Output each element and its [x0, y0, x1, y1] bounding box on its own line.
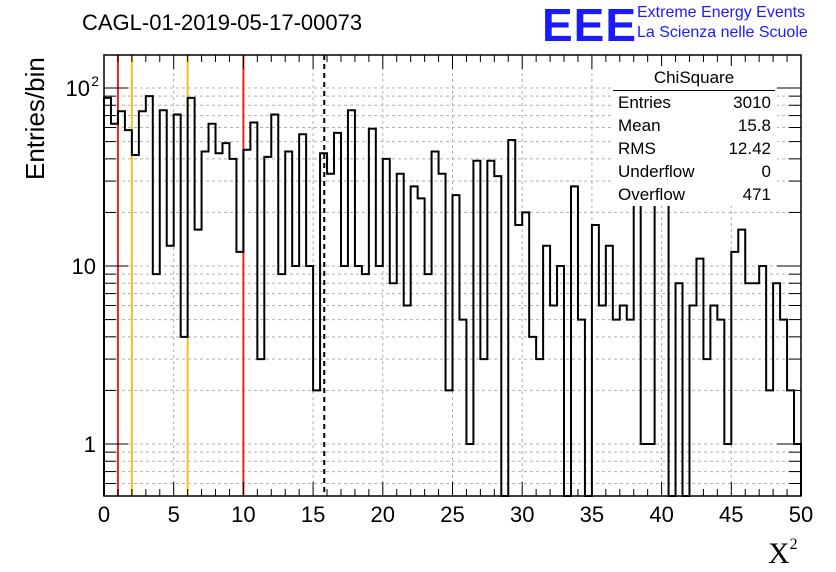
stats-row-rms: RMS 12.42 — [611, 137, 777, 160]
x-tick-label: 30 — [510, 502, 534, 527]
stats-label: Entries — [618, 93, 671, 112]
stats-value: 12.42 — [728, 139, 771, 158]
stats-label: Overflow — [618, 185, 686, 204]
histogram-outline — [103, 95, 802, 497]
x-tick-label: 40 — [649, 502, 673, 527]
y-tick-label: 1 — [84, 432, 96, 457]
stats-label: Mean — [618, 116, 661, 135]
logo-caption: Extreme Energy Events La Scienza nelle S… — [637, 3, 808, 43]
x-tick-label: 0 — [98, 502, 110, 527]
y-tick-label-exponent: 2 — [91, 73, 99, 89]
stats-row-entries: Entries 3010 — [611, 91, 777, 114]
logo-line-1: Extreme Energy Events — [637, 4, 806, 21]
x-tick-label: 20 — [371, 502, 395, 527]
stats-value: 471 — [742, 185, 771, 204]
logo-line-2: La Scienza nelle Scuole — [637, 24, 808, 41]
x-tick-label: 15 — [301, 502, 325, 527]
stats-value: 0 — [761, 162, 771, 181]
stats-box: ChiSquare Entries 3010 Mean 15.8 RMS 12.… — [611, 66, 777, 206]
stats-row-mean: Mean 15.8 — [611, 114, 777, 137]
stats-row-underflow: Underflow 0 — [611, 160, 777, 183]
stats-value: 3010 — [733, 93, 771, 112]
chart-title: CAGL-01-2019-05-17-00073 — [82, 10, 363, 35]
stats-row-overflow: Overflow 471 — [611, 183, 777, 206]
x-tick-label: 10 — [231, 502, 255, 527]
stats-value: 15.8 — [737, 116, 771, 135]
y-tick-label: 10 — [72, 254, 96, 279]
x-axis-label: X2 — [768, 536, 798, 570]
y-axis-label: Entries/bin — [20, 57, 50, 180]
y-tick-label: 10 — [66, 76, 90, 101]
x-tick-label: 35 — [580, 502, 604, 527]
x-tick-label: 45 — [719, 502, 743, 527]
x-tick-label: 25 — [440, 502, 464, 527]
x-tick-label: 50 — [789, 502, 813, 527]
eee-logo: EEE — [542, 0, 638, 51]
x-tick-label: 5 — [168, 502, 180, 527]
stats-title: ChiSquare — [613, 66, 775, 91]
stats-label: RMS — [618, 139, 656, 158]
stats-label: Underflow — [618, 162, 695, 181]
